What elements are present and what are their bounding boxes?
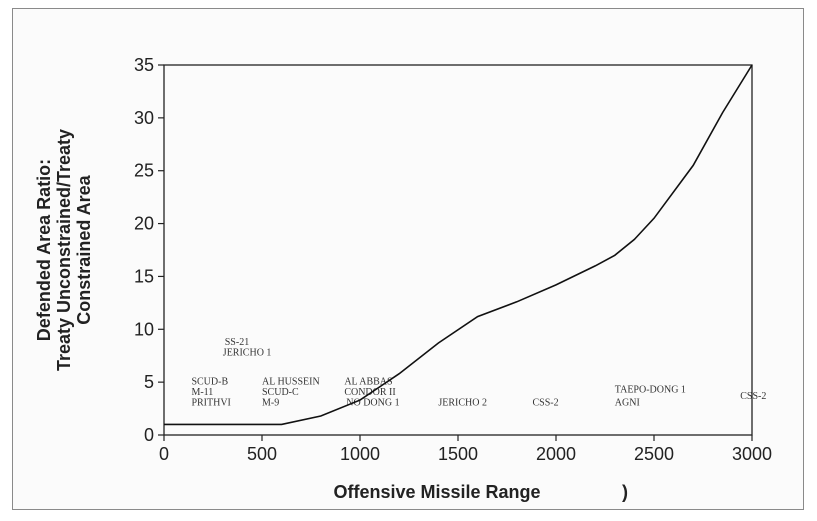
missile-annotation: JERICHO 1 bbox=[223, 348, 272, 359]
chart-frame bbox=[12, 8, 804, 510]
missile-annotation: AL HUSSEIN bbox=[262, 376, 320, 387]
missile-annotation: SS-21 bbox=[225, 337, 249, 348]
x-axis-title: Offensive Missile Range bbox=[333, 482, 540, 502]
missile-annotation: TAEPO-DONG 1 bbox=[615, 385, 686, 396]
y-tick-label: 35 bbox=[134, 55, 154, 75]
y-tick-label: 10 bbox=[134, 319, 154, 339]
y-tick-label: 25 bbox=[134, 161, 154, 181]
y-axis-title-line-2: Treaty Unconstrained/Treaty bbox=[54, 129, 74, 371]
y-tick-label: 0 bbox=[144, 425, 154, 445]
missile-annotation: AL ABBAS bbox=[344, 376, 392, 387]
x-tick-label: 2500 bbox=[634, 444, 674, 464]
missile-annotation: PRITHVI bbox=[191, 397, 230, 408]
plot-area bbox=[163, 64, 753, 436]
x-tick-label: 1000 bbox=[340, 444, 380, 464]
missile-annotation: AGNI bbox=[615, 397, 640, 408]
missile-annotation: M-11 bbox=[191, 387, 213, 398]
y-axis-title-line-3: Constrained Area bbox=[74, 174, 94, 324]
y-axis-title-line-1: Defended Area Ratio: bbox=[34, 159, 54, 341]
missile-annotation: CSS-2 bbox=[740, 391, 766, 402]
missile-annotation: SCUD-C bbox=[262, 387, 299, 398]
x-tick-label: 3000 bbox=[732, 444, 772, 464]
missile-annotation: CONDOR II bbox=[344, 387, 395, 398]
x-axis-title-suffix: ) bbox=[622, 482, 628, 502]
x-tick-label: 2000 bbox=[536, 444, 576, 464]
y-tick-label: 15 bbox=[134, 266, 154, 286]
y-tick-label: 30 bbox=[134, 108, 154, 128]
missile-annotation: CSS-2 bbox=[532, 397, 558, 408]
series-line bbox=[164, 64, 753, 426]
missile-annotation: JERICHO 2 bbox=[438, 397, 487, 408]
y-tick-label: 20 bbox=[134, 214, 154, 234]
y-tick-label: 5 bbox=[144, 372, 154, 392]
x-tick-label: 1500 bbox=[438, 444, 478, 464]
missile-annotation: M-9 bbox=[262, 397, 279, 408]
x-tick-label: 500 bbox=[247, 444, 277, 464]
missile-annotation: NO DONG 1 bbox=[346, 397, 399, 408]
missile-annotation: SCUD-B bbox=[191, 376, 228, 387]
x-tick-label: 0 bbox=[159, 444, 169, 464]
